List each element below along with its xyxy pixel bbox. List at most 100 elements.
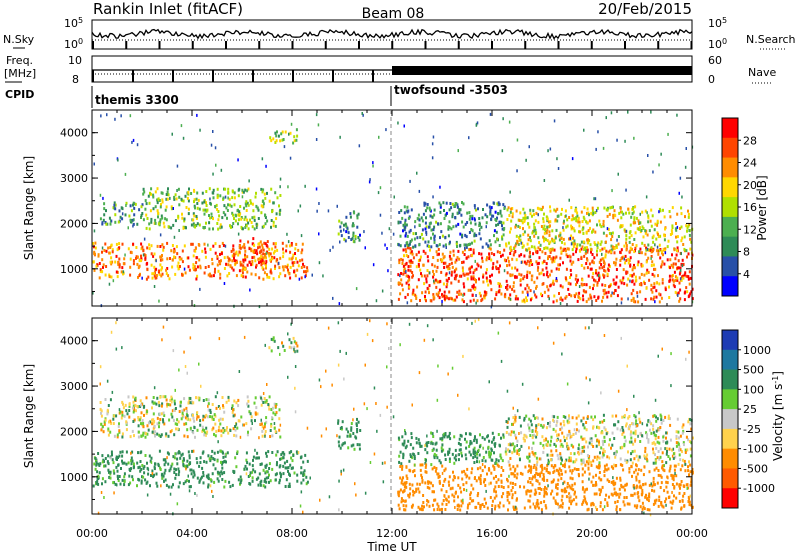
power-echo-band-7 bbox=[505, 205, 694, 254]
power-ytick-label: 2000 bbox=[60, 217, 88, 230]
xtick-label: 04:00 bbox=[176, 527, 208, 540]
xtick-label: 00:00 bbox=[676, 527, 708, 540]
nsky-line bbox=[91, 28, 693, 40]
date-label: 20/Feb/2015 bbox=[598, 0, 692, 18]
colorbar-tick-label: 28 bbox=[743, 134, 757, 147]
freq-label-2: [MHz] bbox=[4, 67, 36, 80]
colorbar-segment bbox=[722, 409, 738, 430]
power-echo-band-5 bbox=[397, 246, 694, 304]
nsky-drop bbox=[524, 41, 527, 49]
colorbar-tick-label: 25 bbox=[743, 403, 757, 416]
power-echo-band-1 bbox=[142, 187, 282, 231]
freq-drop bbox=[252, 70, 254, 82]
nave-dense-block bbox=[392, 66, 692, 75]
colorbar-tick-label: -100 bbox=[743, 443, 768, 456]
velocity-ytick-label: 1000 bbox=[60, 471, 88, 484]
colorbar-tick-label: -1000 bbox=[743, 482, 775, 495]
colorbar-segment bbox=[722, 137, 738, 159]
velocity-echo-band-3 bbox=[397, 431, 505, 467]
colorbar-segment bbox=[722, 389, 738, 410]
colorbar-segment bbox=[722, 216, 738, 238]
power-echo-band-3 bbox=[232, 237, 269, 267]
colorbar-segment bbox=[722, 157, 738, 178]
nsky-drop bbox=[457, 41, 460, 49]
cpid-label: CPID bbox=[5, 88, 34, 101]
nave-label: Nave bbox=[748, 66, 776, 79]
freq-tick-top: 10 bbox=[68, 54, 82, 67]
freq-label-1: Freq. bbox=[6, 54, 33, 67]
nsky-drop bbox=[358, 41, 360, 49]
freq-drop bbox=[92, 70, 94, 82]
power-y-axis: 4000 3000 2000 1000 bbox=[60, 109, 693, 306]
freq-drop bbox=[292, 70, 294, 82]
nsky-drop bbox=[624, 41, 626, 49]
colorbar-tick-label: 8 bbox=[743, 246, 750, 259]
nsearch-tick-bottom: 100 bbox=[708, 37, 727, 52]
nsky-drop bbox=[324, 41, 327, 49]
nsearch-tick-top: 105 bbox=[708, 16, 727, 31]
cpid-entry-1: themis 3300 bbox=[95, 93, 179, 107]
nsky-tick-top: 105 bbox=[64, 16, 83, 31]
velocity-echo-band-0 bbox=[92, 449, 309, 489]
nsky-drop bbox=[191, 41, 194, 49]
colorbar-segment bbox=[722, 428, 738, 450]
colorbar-segment bbox=[722, 488, 738, 509]
velocity-echo-band-5 bbox=[504, 413, 694, 467]
nsky-drop bbox=[690, 41, 693, 49]
velocity-echo-band-1 bbox=[99, 395, 282, 439]
nsky-drop bbox=[258, 41, 261, 49]
freq-drop bbox=[212, 70, 214, 82]
colorbar-tick-label: 16 bbox=[743, 201, 757, 214]
nave-tick-top: 60 bbox=[708, 54, 722, 67]
colorbar-tick-label: -500 bbox=[743, 462, 768, 475]
colorbar-tick-label: 500 bbox=[743, 364, 764, 377]
nsearch-label: N.Search bbox=[746, 33, 796, 46]
power-ytick-label: 3000 bbox=[60, 172, 88, 185]
power-ytick-label: 1000 bbox=[60, 263, 88, 276]
colorbar-segment bbox=[722, 177, 738, 198]
velocity-echo-band-4 bbox=[397, 463, 694, 512]
nsky-tick-bottom: 100 bbox=[64, 37, 83, 52]
velocity-heatmap bbox=[92, 318, 694, 517]
nsky-drop bbox=[590, 41, 593, 49]
velocity-scatter bbox=[97, 318, 691, 517]
colorbar-frame bbox=[721, 329, 739, 509]
xtick-label: 00:00 bbox=[76, 527, 108, 540]
colorbar-segment bbox=[722, 197, 738, 218]
velocity-ylabel: Slant Range [km] bbox=[22, 364, 36, 468]
nsky-drop bbox=[424, 41, 427, 49]
power-echo-band-4 bbox=[337, 210, 361, 244]
power-scatter bbox=[92, 110, 694, 309]
xtick-label: 16:00 bbox=[476, 527, 508, 540]
xtick-label: 20:00 bbox=[576, 527, 608, 540]
cpid-entry-2: twofsound -3503 bbox=[394, 83, 508, 97]
power-colorbar: 28 24 20 16 12 8 4 bbox=[721, 117, 757, 297]
power-colorbar-label: Power [dB] bbox=[755, 175, 769, 240]
power-ylabel: Slant Range [km] bbox=[22, 156, 36, 260]
nsky-drop bbox=[158, 41, 161, 49]
colorbar-tick-label: 4 bbox=[743, 268, 750, 281]
colorbar-tick-label: 12 bbox=[743, 223, 757, 236]
nsky-drop bbox=[657, 41, 660, 49]
colorbar-tick-label: 24 bbox=[743, 157, 757, 170]
nsky-drop bbox=[557, 41, 560, 49]
xtick-label: 08:00 bbox=[276, 527, 308, 540]
colorbar-segment bbox=[722, 118, 738, 139]
power-ytick-label: 4000 bbox=[60, 127, 88, 140]
velocity-echo-band-2 bbox=[337, 417, 362, 451]
freq-drop bbox=[132, 70, 134, 82]
velocity-y-axis: 4000 3000 2000 1000 bbox=[60, 317, 693, 514]
velocity-ytick-label: 3000 bbox=[60, 380, 88, 393]
nsky-drop bbox=[291, 41, 294, 49]
colorbar-segment bbox=[722, 276, 738, 297]
velocity-colorbar: 1000 500 100 25 -25 -100 -500 -1000 bbox=[721, 329, 775, 509]
colorbar-segment bbox=[722, 236, 738, 257]
power-echo-band-2 bbox=[99, 201, 144, 226]
freq-drop bbox=[172, 70, 174, 82]
velocity-ytick-label: 4000 bbox=[60, 335, 88, 348]
x-axis-label: Time UT bbox=[366, 540, 417, 554]
nsky-drop bbox=[225, 41, 227, 49]
freq-tick-bottom: 8 bbox=[72, 73, 79, 86]
colorbar-tick-label: 20 bbox=[743, 179, 757, 192]
